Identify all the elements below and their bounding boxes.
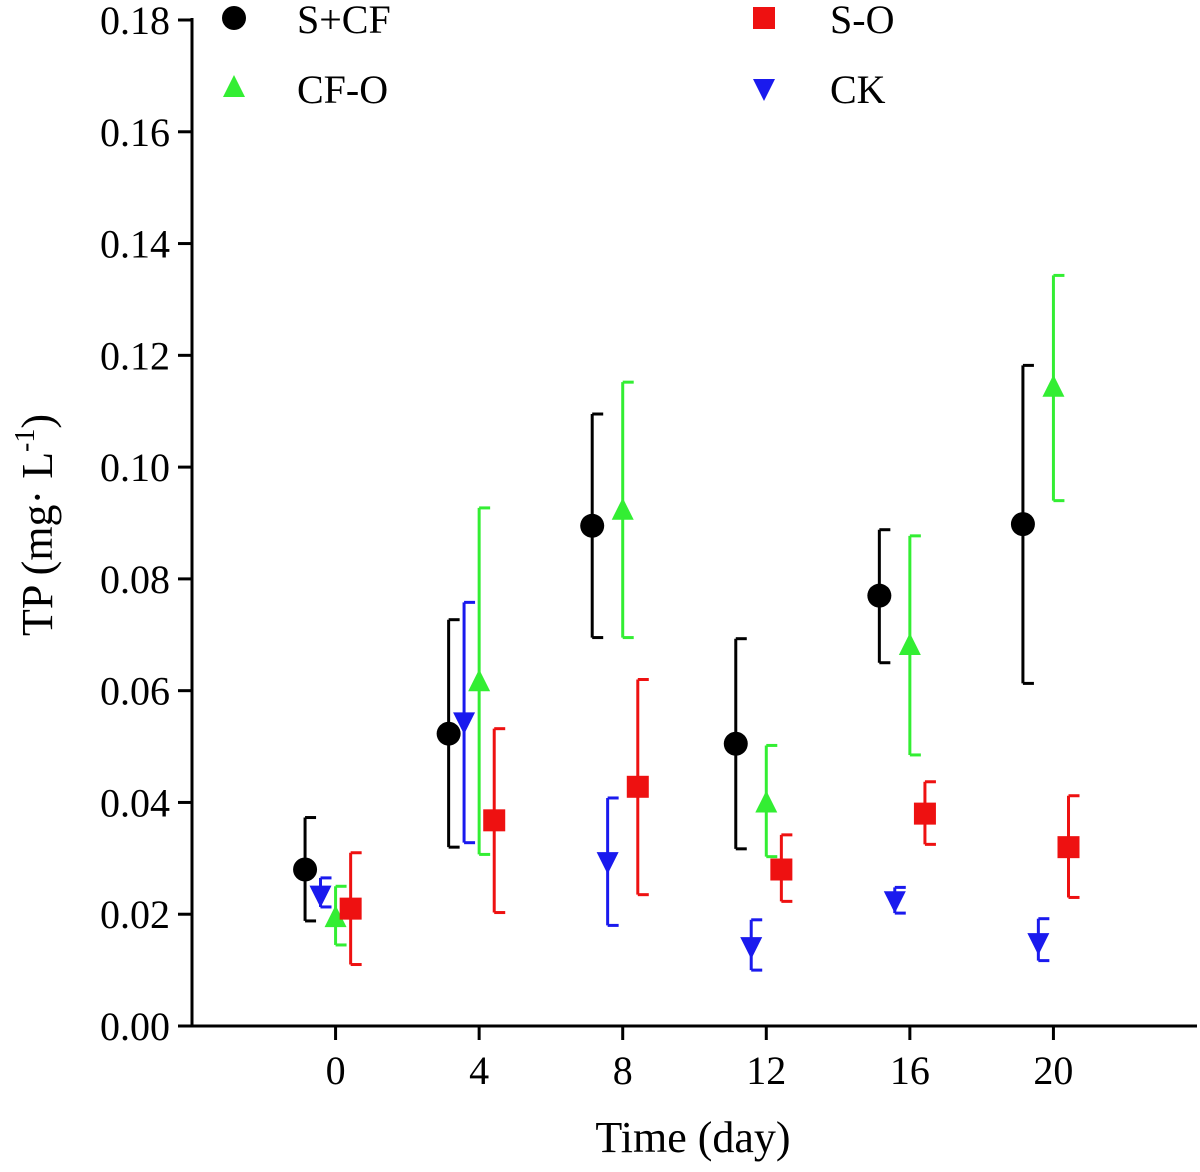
x-tick-label: 20 [1033, 1048, 1073, 1093]
y-tick-label: 0.08 [100, 557, 170, 602]
legend-marker-s-cf [222, 6, 246, 30]
data-point [580, 513, 605, 538]
legend-label-cf-o: CF-O [297, 67, 388, 112]
data-point [723, 731, 748, 756]
x-tick-label: 12 [746, 1048, 786, 1093]
x-tick-label: 0 [326, 1048, 346, 1093]
data-point [755, 790, 778, 813]
data-point [1057, 836, 1080, 859]
legend-marker-ck [753, 79, 775, 101]
y-axis-title: TP (mg· L-1) [10, 414, 62, 636]
series-s-cf [293, 363, 1035, 923]
x-tick-label: 16 [890, 1048, 930, 1093]
y-tick-label: 0.04 [100, 780, 170, 825]
y-tick-label: 0.06 [100, 669, 170, 714]
data-point [293, 857, 318, 882]
data-point [913, 802, 936, 825]
legend-label-ck: CK [830, 67, 886, 112]
data-point [468, 669, 491, 692]
data-point [867, 583, 892, 608]
data-point [1027, 933, 1050, 956]
series-ck [309, 600, 1050, 972]
legend-label-s-o: S-O [830, 0, 894, 42]
data-marks [293, 273, 1080, 972]
y-tick-label: 0.00 [100, 1004, 170, 1049]
data-point [596, 852, 619, 875]
x-axis-title: Time (day) [595, 1113, 790, 1162]
y-axis-ticks: 0.00 0.02 0.04 0.06 0.08 0.10 0.12 0.14 0.16 0.18 [100, 0, 192, 1049]
legend: S+CF CF-O CK S-O [222, 0, 894, 112]
axes [190, 18, 1197, 1028]
data-point [611, 497, 634, 520]
data-point [339, 897, 362, 920]
y-tick-label: 0.16 [100, 110, 170, 155]
data-point [1042, 374, 1065, 397]
y-tick-label: 0.02 [100, 892, 170, 937]
y-tick-label: 0.10 [100, 445, 170, 490]
data-point [626, 775, 649, 798]
data-point [453, 712, 476, 735]
data-point [483, 809, 506, 832]
data-point [1010, 512, 1035, 537]
data-point [770, 858, 793, 881]
legend-marker-s-o [753, 7, 775, 29]
y-tick-label: 0.14 [100, 222, 170, 267]
data-point [309, 885, 332, 908]
series-cf-o [324, 273, 1065, 947]
legend-marker-cf-o [223, 75, 245, 97]
x-tick-label: 4 [469, 1048, 489, 1093]
data-point [883, 891, 906, 914]
data-point [740, 937, 763, 960]
data-point [898, 632, 921, 655]
series-s-o [339, 677, 1080, 967]
x-tick-label: 8 [613, 1048, 633, 1093]
x-axis-ticks: 0 4 8 12 16 20 [326, 1026, 1073, 1093]
data-point [436, 721, 461, 746]
y-tick-label: 0.18 [100, 0, 170, 43]
y-tick-label: 0.12 [100, 333, 170, 378]
legend-label-s-cf: S+CF [297, 0, 391, 42]
data-point [324, 905, 347, 928]
